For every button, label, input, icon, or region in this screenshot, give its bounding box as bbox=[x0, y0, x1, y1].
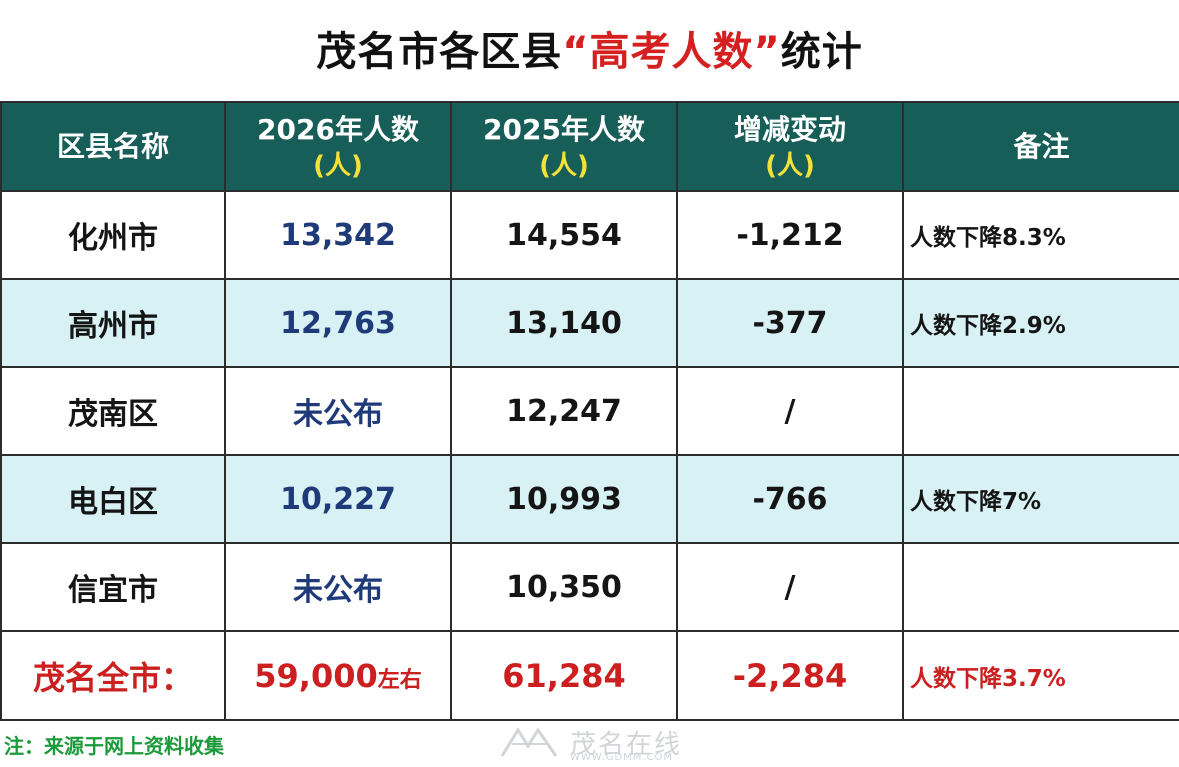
header-unit: (人) bbox=[539, 150, 589, 181]
cell-2025: 10,993 bbox=[450, 454, 678, 544]
table-total-row: 茂名全市： 59,000左右 61,284 -2,284 人数下降3.7% bbox=[0, 630, 1179, 721]
header-change: 增减变动 (人) bbox=[676, 101, 904, 192]
cell-2026: 12,763 bbox=[224, 278, 452, 368]
watermark-site: WWW.GDMM.COM bbox=[570, 752, 674, 763]
cell-district: 信宜市 bbox=[0, 542, 226, 632]
cell-district: 茂南区 bbox=[0, 366, 226, 456]
header-unit: (人) bbox=[313, 150, 363, 181]
cell-change: -766 bbox=[676, 454, 904, 544]
total-2026: 59,000左右 bbox=[224, 630, 452, 721]
table-header-row: 区县名称 2026年人数 (人) 2025年人数 (人) 增减变动 (人) 备注 bbox=[0, 101, 1179, 192]
cell-district: 化州市 bbox=[0, 190, 226, 280]
cell-2026: 未公布 bbox=[224, 542, 452, 632]
header-label: 2025年人数 bbox=[483, 112, 645, 146]
header-label: 备注 bbox=[1013, 129, 1070, 163]
cell-2026: 10,227 bbox=[224, 454, 452, 544]
source-footnote: 注：来源于网上资料收集 bbox=[4, 734, 224, 758]
cell-2025: 13,140 bbox=[450, 278, 678, 368]
header-2026: 2026年人数 (人) bbox=[224, 101, 452, 192]
exam-count-table: 区县名称 2026年人数 (人) 2025年人数 (人) 增减变动 (人) 备注 化州… bbox=[0, 101, 1179, 721]
total-district: 茂名全市： bbox=[0, 630, 226, 721]
header-label: 2026年人数 bbox=[257, 112, 419, 146]
table-row: 茂南区 未公布 12,247 / bbox=[0, 366, 1179, 456]
total-note: 人数下降3.7% bbox=[902, 630, 1179, 721]
cell-change: / bbox=[676, 542, 904, 632]
cell-2025: 14,554 bbox=[450, 190, 678, 280]
cell-2026: 未公布 bbox=[224, 366, 452, 456]
cell-district: 电白区 bbox=[0, 454, 226, 544]
header-label: 增减变动 bbox=[733, 112, 846, 146]
table-row: 化州市 13,342 14,554 -1,212 人数下降8.3% bbox=[0, 190, 1179, 280]
cell-note: 人数下降8.3% bbox=[902, 190, 1179, 280]
title-highlight: “高考人数” bbox=[562, 29, 781, 75]
table-row: 信宜市 未公布 10,350 / bbox=[0, 542, 1179, 632]
total-2026-value: 59,000 bbox=[254, 656, 378, 695]
title-prefix: 茂名市各区县 bbox=[316, 29, 563, 75]
total-change: -2,284 bbox=[676, 630, 904, 721]
cell-change: -377 bbox=[676, 278, 904, 368]
cell-change: -1,212 bbox=[676, 190, 904, 280]
watermark: 茂名在线 WWW.GDMM.COM bbox=[498, 722, 698, 764]
watermark-logo-icon bbox=[500, 727, 558, 757]
title-suffix: 统计 bbox=[780, 29, 863, 75]
cell-note bbox=[902, 542, 1179, 632]
cell-note bbox=[902, 366, 1179, 456]
header-unit: (人) bbox=[765, 150, 815, 181]
header-note: 备注 bbox=[902, 101, 1179, 192]
cell-2026: 13,342 bbox=[224, 190, 452, 280]
total-2026-suffix: 左右 bbox=[377, 667, 422, 693]
cell-change: / bbox=[676, 366, 904, 456]
header-2025: 2025年人数 (人) bbox=[450, 101, 678, 192]
table-row: 电白区 10,227 10,993 -766 人数下降7% bbox=[0, 454, 1179, 544]
cell-district: 高州市 bbox=[0, 278, 226, 368]
cell-note: 人数下降7% bbox=[902, 454, 1179, 544]
cell-2025: 10,350 bbox=[450, 542, 678, 632]
page-title: 茂名市各区县“高考人数”统计 bbox=[0, 22, 1179, 82]
header-district: 区县名称 bbox=[0, 101, 226, 192]
header-label: 区县名称 bbox=[56, 129, 169, 163]
total-2025: 61,284 bbox=[450, 630, 678, 721]
cell-2025: 12,247 bbox=[450, 366, 678, 456]
watermark-text: 茂名在线 bbox=[570, 730, 683, 760]
table-row: 高州市 12,763 13,140 -377 人数下降2.9% bbox=[0, 278, 1179, 368]
cell-note: 人数下降2.9% bbox=[902, 278, 1179, 368]
